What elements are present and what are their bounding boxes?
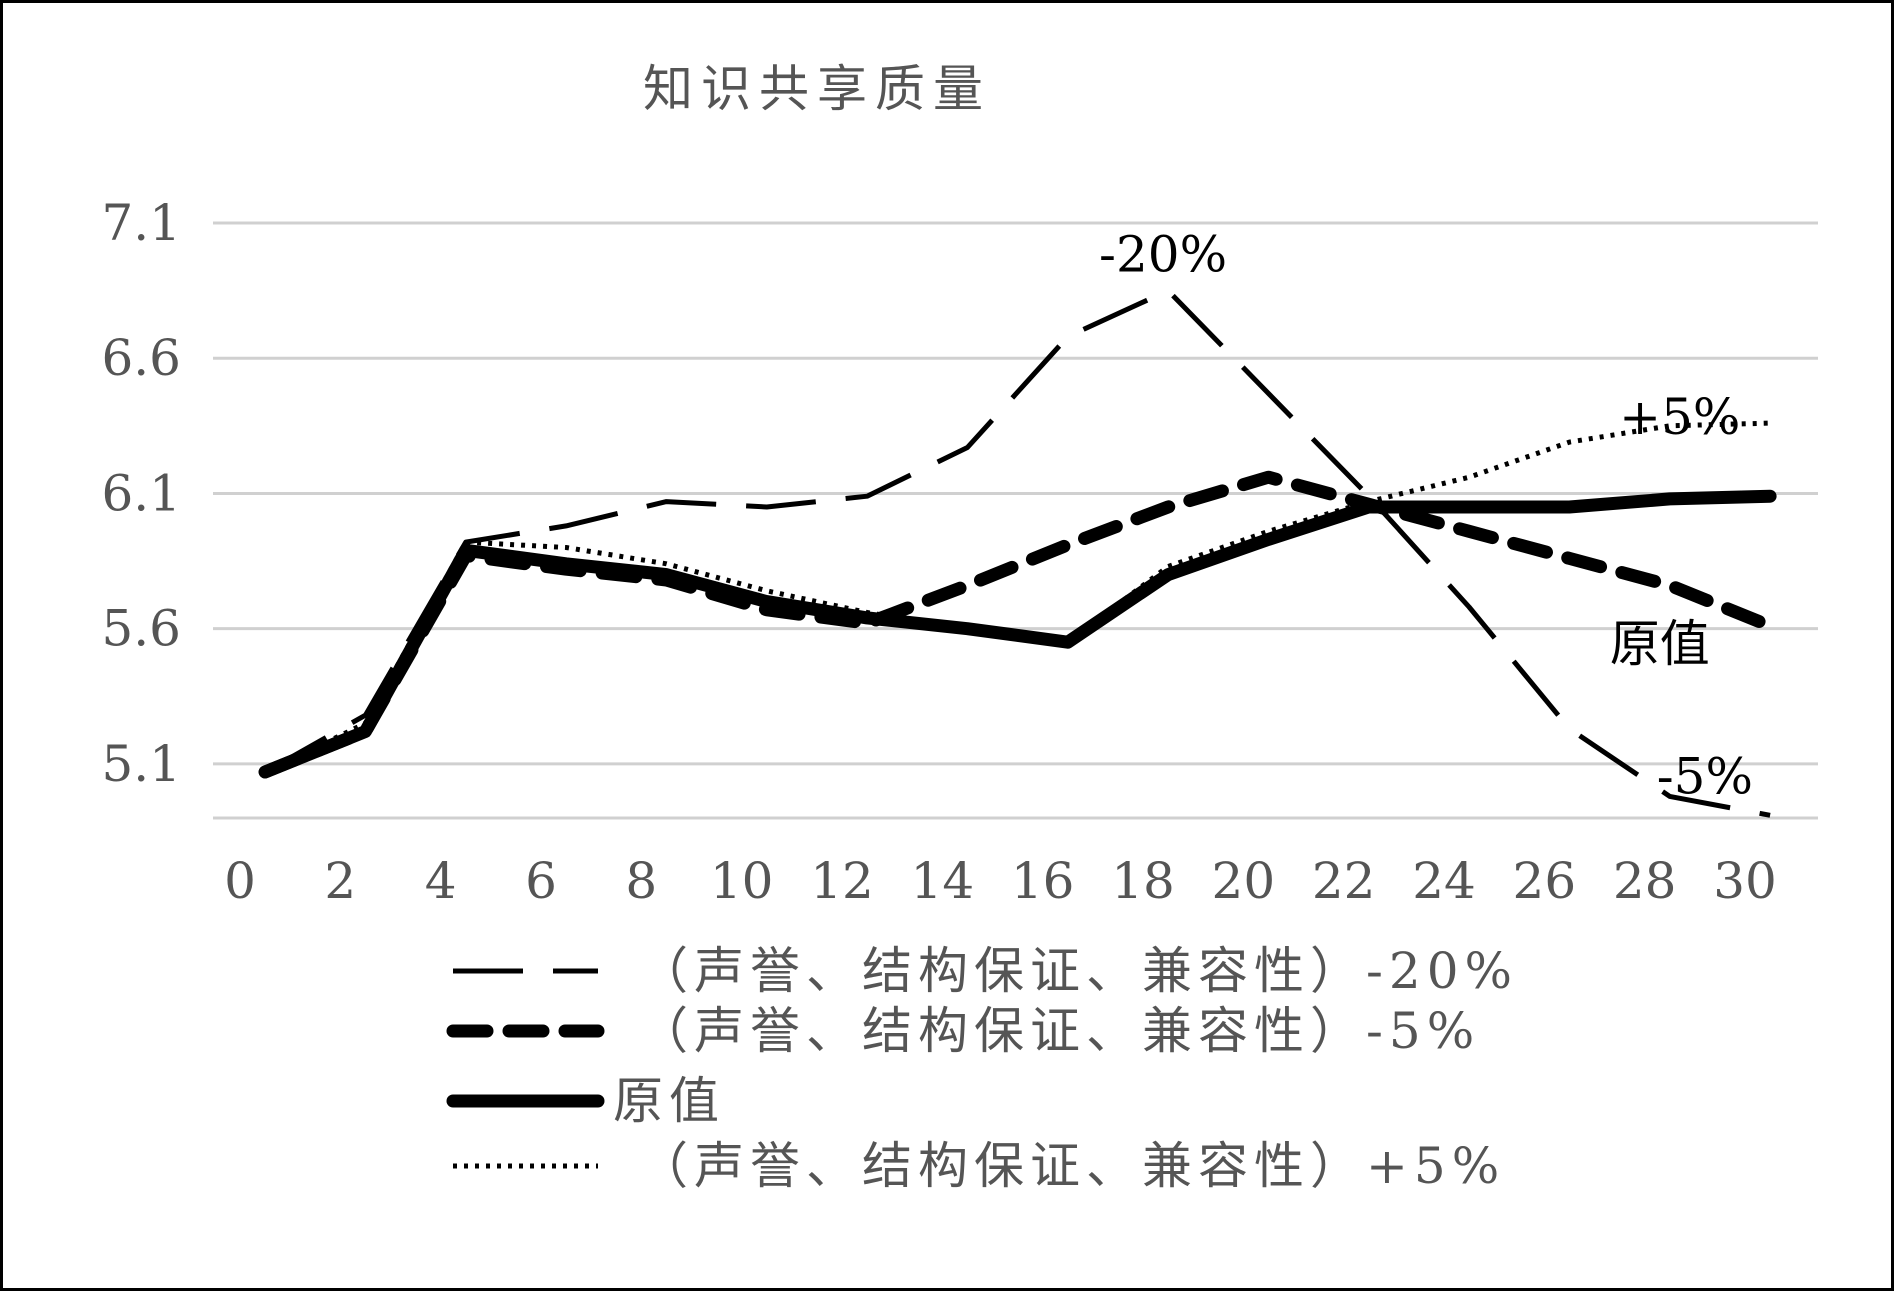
x-tick-label: 18 xyxy=(1111,852,1175,910)
y-tick-label: 6.6 xyxy=(101,329,181,387)
legend-label: （声誉、结构保证、兼容性）+5% xyxy=(638,1137,1505,1195)
x-tick-label: 28 xyxy=(1613,852,1677,910)
legend-label: （声誉、结构保证、兼容性）-20% xyxy=(638,942,1518,1000)
series-line-1 xyxy=(258,470,1777,779)
series-annotation: 原值 xyxy=(1610,615,1710,673)
line-chart: 知识共享质量 5.15.66.16.67.1 0 2 4 6 8 10 12 14 16 18 20… xyxy=(101,60,1818,1195)
legend-label: （声誉、结构保证、兼容性）-5% xyxy=(638,1002,1480,1060)
series-annotation: +5% xyxy=(1619,388,1740,446)
chart-title: 知识共享质量 xyxy=(643,60,991,118)
series-annotation: -5% xyxy=(1657,748,1753,806)
legend: （声誉、结构保证、兼容性）-20%（声誉、结构保证、兼容性）-5% 原值 （声誉、结… xyxy=(446,942,1518,1195)
x-tick-label: 0 xyxy=(224,852,256,910)
x-tick-label: 2 xyxy=(324,852,356,910)
series-annotation: -20% xyxy=(1099,226,1227,284)
x-tick-label: 14 xyxy=(911,852,975,910)
y-axis-ticks: 5.1 5.6 6.1 6.6 7.1 xyxy=(101,194,181,793)
y-tick-label: 6.1 xyxy=(101,464,181,522)
x-tick-label: 4 xyxy=(425,852,457,910)
y-tick-label: 5.1 xyxy=(101,735,181,793)
x-tick-label: 26 xyxy=(1513,852,1577,910)
series-line-2 xyxy=(258,489,1777,779)
y-tick-label: 7.1 xyxy=(101,194,181,252)
series-line-3 xyxy=(264,420,1771,775)
y-tick-label: 5.6 xyxy=(101,600,181,658)
grid-lines xyxy=(213,221,1818,820)
x-tick-label: 20 xyxy=(1212,852,1276,910)
x-tick-label: 8 xyxy=(625,852,657,910)
series-lines xyxy=(258,288,1777,818)
x-tick-label: 30 xyxy=(1713,852,1777,910)
x-tick-label: 16 xyxy=(1011,852,1075,910)
x-tick-label: 24 xyxy=(1412,852,1476,910)
x-tick-label: 12 xyxy=(810,852,874,910)
series-line-0 xyxy=(263,288,1771,818)
legend-label: 原值 xyxy=(613,1072,725,1130)
x-tick-label: 6 xyxy=(525,852,557,910)
x-tick-label: 22 xyxy=(1312,852,1376,910)
x-axis-ticks: 0 2 4 6 8 10 12 14 16 18 20 22 24 26 28 30 xyxy=(224,852,1777,910)
x-tick-label: 10 xyxy=(710,852,774,910)
series-annotations: -20% +5% 原值 -5% xyxy=(1099,226,1753,806)
